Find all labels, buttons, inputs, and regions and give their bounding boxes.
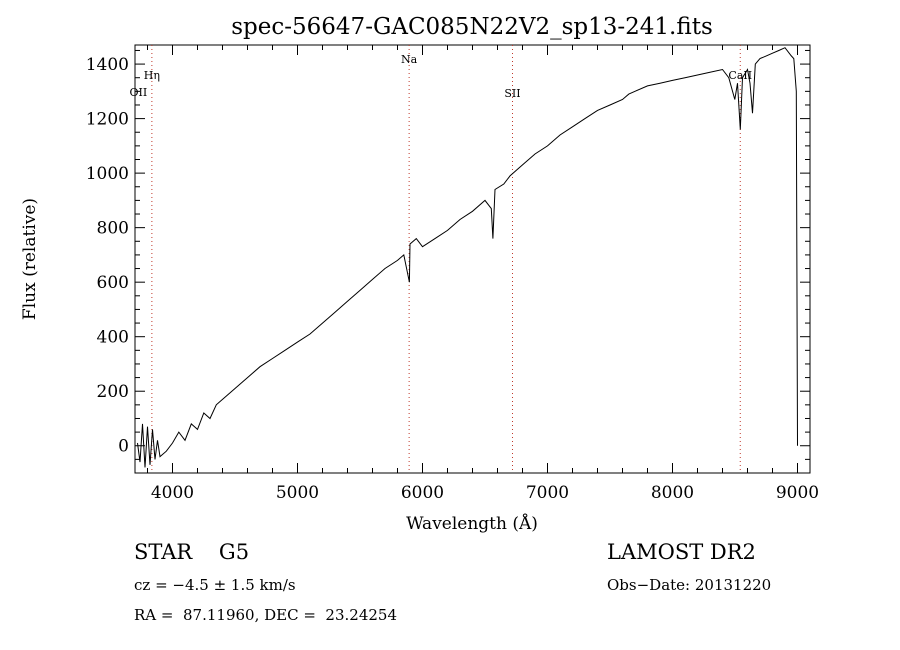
line-label: Hη <box>144 69 160 82</box>
line-label: OII <box>130 86 148 99</box>
y-tick-label: 0 <box>118 437 129 457</box>
plot-frame <box>134 44 811 474</box>
x-tick-label: 6000 <box>401 483 444 503</box>
object-class: STAR G5 <box>134 540 250 564</box>
y-tick-label: 800 <box>97 219 129 239</box>
x-tick-label: 4000 <box>151 483 194 503</box>
survey-name: LAMOST DR2 <box>607 540 756 564</box>
observation-date: Obs−Date: 20131220 <box>607 576 772 594</box>
y-tick-label: 200 <box>97 382 129 402</box>
y-tick-label: 1000 <box>86 164 129 184</box>
x-tick-label: 9000 <box>776 483 819 503</box>
line-label: Na <box>401 53 418 66</box>
line-label: SII <box>504 87 520 100</box>
plot-area: 4000 5000 6000 7000 8000 9000 0 200 400 600 800 100… <box>86 44 819 503</box>
y-tick-label: 600 <box>97 273 129 293</box>
coordinates: RA = 87.11960, DEC = 23.24254 <box>134 606 398 624</box>
chart-title: spec-56647-GAC085N22V2_sp13-241.fits <box>231 14 713 40</box>
y-tick-label: 1200 <box>86 110 129 130</box>
redshift-velocity: cz = −4.5 ± 1.5 km/s <box>134 576 296 594</box>
x-tick-label: 5000 <box>276 483 319 503</box>
y-tick-label: 400 <box>97 328 129 348</box>
y-tick-label: 1400 <box>86 55 129 75</box>
spectrum-line <box>137 47 798 468</box>
x-tick-label: 7000 <box>526 483 569 503</box>
y-axis-label: Flux (relative) <box>20 198 40 320</box>
x-axis-label: Wavelength (Å) <box>406 513 538 534</box>
x-tick-label: 8000 <box>651 483 694 503</box>
